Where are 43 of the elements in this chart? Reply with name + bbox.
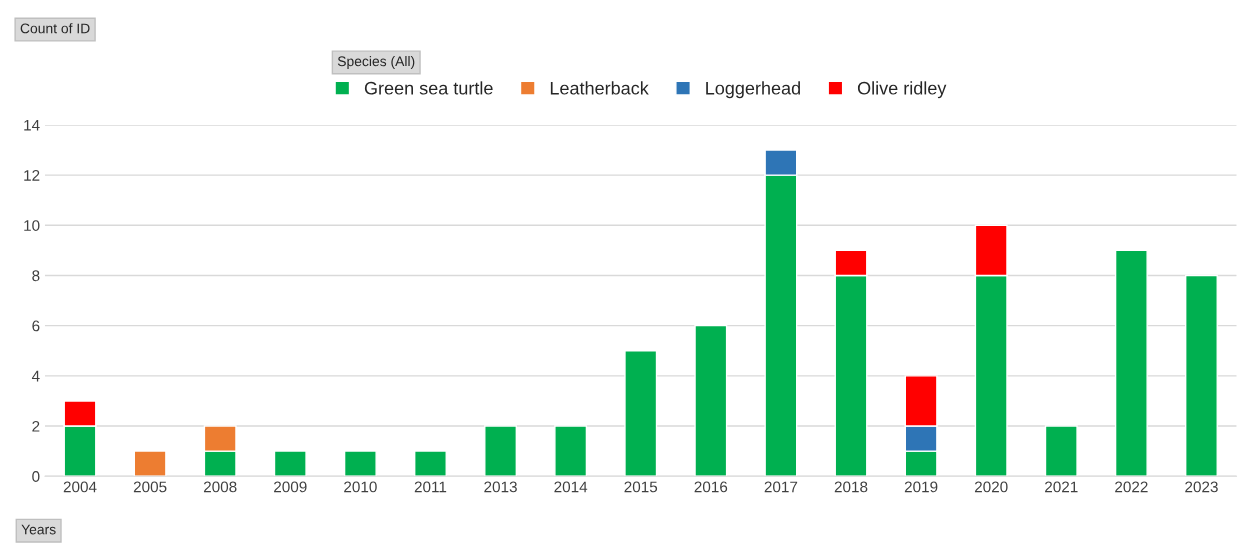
bar <box>1184 274 1218 477</box>
x-tick-label: 2008 <box>203 481 237 493</box>
x-tick-label: 2016 <box>694 481 728 493</box>
x-tick-label: 2010 <box>344 481 377 493</box>
x-tick-label: 2013 <box>484 481 517 493</box>
bar <box>1044 425 1078 477</box>
y-tick-label: 0 <box>32 471 40 482</box>
bar <box>343 450 377 477</box>
bar <box>273 450 307 477</box>
legend-label: Green sea turtle <box>364 81 493 95</box>
legend-title: Species (All) <box>337 56 415 69</box>
x-tick-label: 2005 <box>133 481 167 493</box>
legend-label: Olive ridley <box>857 81 947 99</box>
x-tick-label: 2023 <box>1185 481 1218 493</box>
bar <box>484 425 518 477</box>
y-tick-label: 8 <box>32 270 40 282</box>
y-tick-label: 2 <box>32 420 40 432</box>
x-tick-label: 2011 <box>414 481 447 493</box>
x-tick-label: 2014 <box>554 481 588 493</box>
x-tick-label: 2021 <box>1045 481 1078 493</box>
x-tick-label: 2009 <box>274 481 307 493</box>
x-axis-title: Years <box>21 524 56 535</box>
x-tick-label: 2015 <box>624 481 658 493</box>
bar <box>133 450 167 477</box>
x-tick-label: 2022 <box>1115 481 1148 493</box>
y-tick-label: 4 <box>31 370 40 382</box>
y-tick-label: 10 <box>24 220 40 231</box>
y-tick-label: 12 <box>24 169 40 181</box>
bar <box>554 425 588 477</box>
bar <box>413 450 447 477</box>
x-tick-label: 2019 <box>904 481 938 493</box>
legend-label: Loggerhead <box>706 81 800 99</box>
text: Count of ID <box>20 23 90 34</box>
x-tick-label: 2017 <box>764 481 798 493</box>
x-tick-label: 2004 <box>63 481 97 493</box>
x-tick-label: 2018 <box>834 481 868 493</box>
y-tick-label: 6 <box>32 320 40 332</box>
y-tick-label: 14 <box>24 119 40 131</box>
bar <box>694 324 728 477</box>
legend-label: Leatherback <box>550 81 649 95</box>
x-tick-label: 2020 <box>974 481 1008 493</box>
bar <box>1114 249 1148 477</box>
bar <box>624 350 658 477</box>
